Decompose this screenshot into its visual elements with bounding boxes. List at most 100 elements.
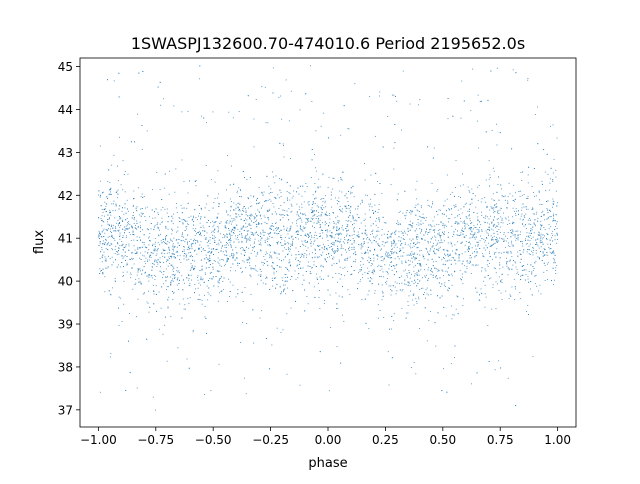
- scatter-point: [248, 257, 250, 259]
- scatter-point: [207, 292, 209, 294]
- scatter-point: [127, 173, 129, 175]
- scatter-point: [416, 209, 418, 211]
- scatter-point: [243, 377, 245, 379]
- scatter-point: [159, 189, 161, 190]
- scatter-point: [497, 242, 499, 244]
- scatter-point: [369, 198, 371, 200]
- scatter-point: [158, 328, 160, 330]
- scatter-point: [431, 246, 433, 248]
- scatter-point: [420, 269, 422, 271]
- scatter-point: [156, 250, 158, 252]
- scatter-point: [272, 171, 274, 173]
- scatter-point: [407, 281, 409, 283]
- scatter-point: [222, 237, 224, 239]
- scatter-point: [124, 232, 125, 234]
- scatter-point: [173, 246, 175, 248]
- scatter-point: [553, 215, 555, 217]
- scatter-point: [488, 275, 489, 276]
- scatter-point: [220, 221, 222, 223]
- scatter-point: [287, 199, 288, 201]
- scatter-point: [363, 241, 365, 243]
- scatter-point: [360, 203, 361, 205]
- scatter-point: [348, 249, 350, 251]
- scatter-point: [131, 267, 133, 269]
- scatter-point: [500, 367, 502, 369]
- scatter-point: [529, 254, 531, 255]
- scatter-point: [97, 236, 99, 238]
- scatter-point: [247, 233, 249, 235]
- scatter-point: [126, 264, 128, 265]
- scatter-point: [167, 306, 169, 308]
- scatter-point: [260, 275, 262, 277]
- scatter-point: [242, 301, 244, 302]
- scatter-point: [349, 215, 351, 217]
- scatter-point: [415, 373, 417, 375]
- scatter-point: [528, 166, 530, 168]
- scatter-point: [490, 245, 492, 247]
- scatter-point: [102, 273, 104, 275]
- scatter-point: [419, 254, 421, 256]
- scatter-point: [269, 232, 271, 234]
- scatter-point: [423, 217, 425, 219]
- scatter-point: [106, 267, 108, 269]
- scatter-point: [369, 280, 371, 282]
- scatter-point: [391, 315, 393, 317]
- scatter-point: [448, 280, 450, 282]
- scatter-point: [179, 303, 181, 305]
- scatter-point: [471, 237, 473, 239]
- scatter-point: [450, 243, 452, 245]
- scatter-point: [404, 244, 406, 246]
- scatter-point: [183, 181, 185, 183]
- scatter-point: [303, 201, 305, 203]
- scatter-point: [443, 275, 445, 277]
- scatter-point: [117, 196, 118, 198]
- scatter-point: [433, 225, 435, 227]
- scatter-point: [150, 252, 152, 254]
- scatter-point: [245, 267, 247, 269]
- scatter-point: [438, 257, 440, 259]
- scatter-point: [461, 242, 462, 244]
- scatter-point: [337, 248, 339, 249]
- scatter-point: [418, 270, 420, 272]
- scatter-point: [240, 218, 242, 220]
- scatter-point: [354, 251, 356, 253]
- scatter-point: [302, 226, 304, 228]
- scatter-point: [512, 221, 514, 223]
- scatter-point: [342, 267, 344, 269]
- scatter-point: [385, 222, 387, 224]
- scatter-point: [353, 260, 355, 262]
- scatter-point: [416, 198, 418, 200]
- scatter-point: [550, 216, 552, 218]
- scatter-point: [397, 222, 399, 224]
- scatter-point: [419, 263, 421, 265]
- scatter-point: [327, 275, 329, 277]
- scatter-point: [516, 273, 518, 275]
- scatter-point: [260, 218, 262, 220]
- scatter-point: [199, 299, 201, 301]
- scatter-point: [223, 234, 225, 235]
- scatter-point: [285, 243, 287, 245]
- scatter-point: [120, 184, 122, 186]
- scatter-point: [428, 254, 430, 255]
- scatter-point: [552, 200, 554, 202]
- scatter-point: [296, 214, 298, 216]
- scatter-point: [119, 136, 120, 138]
- scatter-point: [426, 287, 428, 289]
- scatter-point: [548, 189, 550, 191]
- scatter-point: [104, 209, 106, 210]
- scatter-point: [203, 235, 205, 236]
- scatter-point: [270, 256, 272, 258]
- scatter-point: [345, 258, 347, 259]
- scatter-point: [488, 218, 490, 220]
- scatter-point: [474, 237, 476, 239]
- scatter-point: [197, 240, 199, 242]
- scatter-point: [362, 277, 363, 279]
- scatter-point: [327, 187, 329, 189]
- scatter-point: [429, 231, 431, 233]
- scatter-point: [104, 243, 106, 245]
- scatter-point: [529, 240, 531, 242]
- scatter-point: [527, 195, 529, 197]
- scatter-point: [168, 296, 170, 298]
- scatter-point: [552, 206, 553, 208]
